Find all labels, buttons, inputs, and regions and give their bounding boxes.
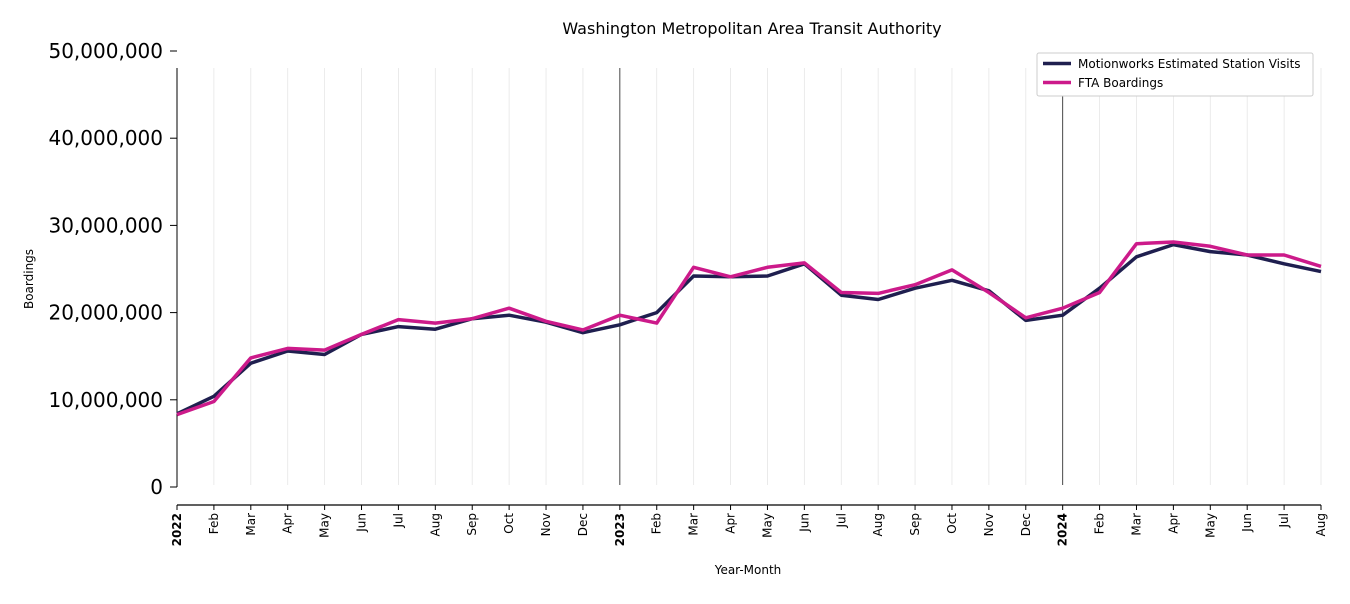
x-tick-label: Feb — [1093, 513, 1107, 534]
x-tick-label: Dec — [1019, 513, 1033, 536]
x-tick-label: May — [1203, 513, 1217, 538]
chart-title: Washington Metropolitan Area Transit Aut… — [562, 19, 941, 38]
axes-layer: 0 10,000,000 20,000,000 30,000,000 40,000,00… — [48, 39, 1328, 546]
x-tick-label-year: 2023 — [613, 513, 627, 546]
y-tick-label: 20,000,000 — [48, 301, 163, 325]
x-tick-label: Sep — [908, 513, 922, 536]
series-layer — [176, 240, 1322, 417]
x-tick-label: Aug — [871, 513, 885, 536]
x-tick-label: Jun — [355, 513, 369, 533]
series-line-fta — [176, 240, 1322, 417]
y-tick-label: 30,000,000 — [48, 213, 163, 237]
x-tick-label: Dec — [576, 513, 590, 536]
x-tick-label: Aug — [1314, 513, 1328, 536]
legend-label-fta: FTA Boardings — [1078, 76, 1163, 90]
series-line-motionworks — [176, 242, 1322, 416]
x-tick-label: Sep — [465, 513, 479, 536]
x-tick-label: Oct — [945, 513, 959, 534]
y-tick-label: 40,000,000 — [48, 126, 163, 150]
y-tick-label: 0 — [150, 475, 163, 499]
x-tick-label-year: 2022 — [170, 513, 184, 546]
x-tick-label: Feb — [207, 513, 221, 534]
x-tick-label: Nov — [982, 513, 996, 536]
x-tick-label: Nov — [539, 513, 553, 536]
x-tick-label: Jun — [797, 513, 811, 533]
x-tick-label: Feb — [650, 513, 664, 534]
legend: Motionworks Estimated Station Visits FTA… — [1036, 52, 1314, 97]
x-tick-label: Jun — [1240, 513, 1254, 533]
x-tick-label: Jul — [1277, 513, 1291, 528]
x-tick-label: Apr — [281, 513, 295, 534]
x-tick-label: Jul — [834, 513, 848, 528]
y-axis-label: Boardings — [22, 249, 36, 309]
y-tick-label: 10,000,000 — [48, 388, 163, 412]
x-tick-label: Aug — [428, 513, 442, 536]
x-axis-label: Year-Month — [714, 563, 782, 577]
x-tick-label-year: 2024 — [1056, 513, 1070, 546]
x-tick-label: May — [760, 513, 774, 538]
legend-frame — [1036, 52, 1314, 97]
legend-label-motionworks: Motionworks Estimated Station Visits — [1078, 57, 1301, 71]
x-tick-label: Oct — [502, 513, 516, 534]
x-tick-label: Jul — [391, 513, 405, 528]
x-tick-label: Apr — [724, 513, 738, 534]
x-tick-label: Mar — [687, 513, 701, 536]
x-tick-label: Apr — [1166, 513, 1180, 534]
x-tick-label: May — [318, 513, 332, 538]
y-tick-label: 50,000,000 — [48, 39, 163, 63]
x-tick-label: Mar — [1129, 513, 1143, 536]
x-tick-label: Mar — [244, 513, 258, 536]
